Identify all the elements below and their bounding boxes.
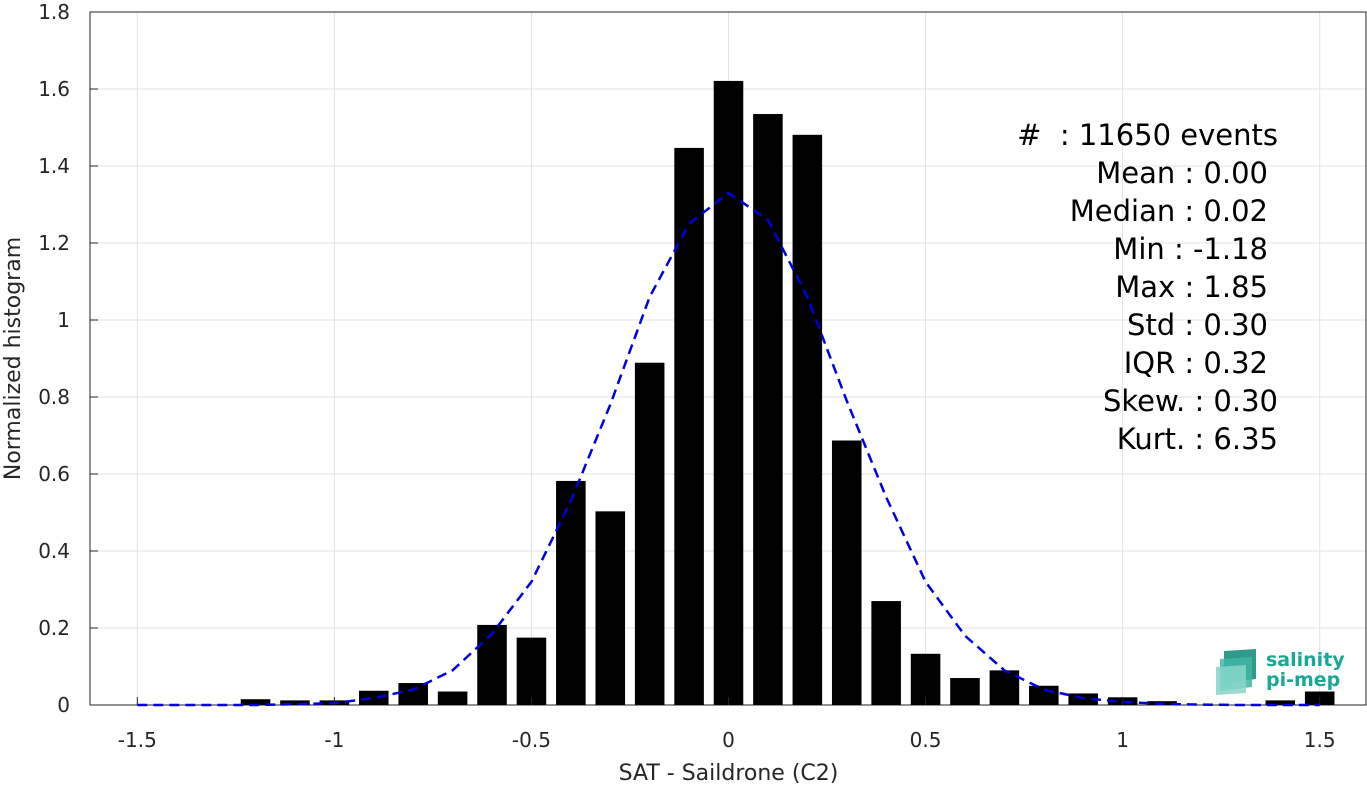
- y-tick-label: 0.8: [38, 385, 70, 409]
- histogram-bar: [1029, 685, 1059, 705]
- histogram-bar: [674, 147, 704, 705]
- histogram-bar: [595, 511, 626, 705]
- y-axis-label: Normalized histogram: [1, 237, 26, 480]
- y-tick-label: 0.2: [38, 616, 70, 640]
- histogram-bar: [516, 637, 547, 705]
- stat-iqr: IQR : 0.32: [1123, 346, 1268, 380]
- histogram-bar: [280, 700, 310, 705]
- histogram-bar: [792, 134, 823, 705]
- histogram-bar: [240, 699, 271, 705]
- bars-group: [240, 80, 1335, 706]
- y-tick-label: 0: [57, 693, 70, 717]
- x-tick-label: -0.5: [512, 728, 551, 752]
- stat-skew: Skew. : 0.30: [1102, 384, 1278, 418]
- histogram-bar: [437, 691, 468, 705]
- x-ticks: -1.5 -1 -0.5 0 0.5 1 1.5: [118, 697, 1336, 752]
- histogram-bar: [634, 362, 665, 705]
- stat-median: Median : 0.02: [1069, 194, 1268, 228]
- logo-salinity-text: salinity: [1266, 649, 1345, 671]
- y-tick-label: 1: [57, 308, 70, 332]
- stat-events: # : 11650 events: [1017, 118, 1278, 152]
- stat-kurt: Kurt. : 6.35: [1116, 422, 1278, 456]
- x-tick-label: -1: [324, 728, 344, 752]
- histogram-bar: [989, 670, 1020, 705]
- histogram-bar: [556, 480, 586, 705]
- histogram-bar: [1265, 700, 1296, 705]
- y-tick-label: 1.8: [38, 0, 70, 24]
- waves-logo-icon: [1216, 649, 1256, 695]
- x-tick-label: 0: [722, 728, 735, 752]
- x-tick-label: 1: [1116, 728, 1129, 752]
- x-tick-label: 0.5: [910, 728, 942, 752]
- logo-pimep-text: pi-mep: [1266, 669, 1341, 691]
- y-tick-label: 0.4: [38, 539, 70, 563]
- x-axis-label: SAT - Saildrone (C2): [619, 761, 839, 785]
- stat-min: Min : -1.18: [1113, 232, 1268, 266]
- histogram-bar: [713, 80, 744, 706]
- y-tick-label: 1.2: [38, 231, 70, 255]
- stat-std: Std : 0.30: [1127, 308, 1268, 342]
- y-tick-label: 1.6: [38, 77, 70, 101]
- histogram-bar: [831, 440, 862, 705]
- histogram-bar: [910, 653, 941, 705]
- y-ticks: 0 0.2 0.4 0.6 0.8 1 1.2 1.4 1.6 1.8: [38, 0, 98, 717]
- y-tick-label: 1.4: [38, 154, 70, 178]
- histogram-bar: [753, 114, 783, 705]
- histogram-bar: [950, 678, 980, 705]
- histogram-bar: [358, 690, 389, 705]
- x-tick-label: 1.5: [1304, 728, 1336, 752]
- y-tick-label: 0.6: [38, 462, 70, 486]
- histogram-bar: [871, 601, 901, 705]
- histogram-bar: [398, 683, 428, 705]
- pi-mep-logo: salinity pi-mep: [1216, 645, 1346, 695]
- stat-mean: Mean : 0.00: [1096, 156, 1268, 190]
- histogram-bar: [477, 624, 507, 705]
- stat-max: Max : 1.85: [1115, 270, 1268, 304]
- x-tick-label: -1.5: [118, 728, 157, 752]
